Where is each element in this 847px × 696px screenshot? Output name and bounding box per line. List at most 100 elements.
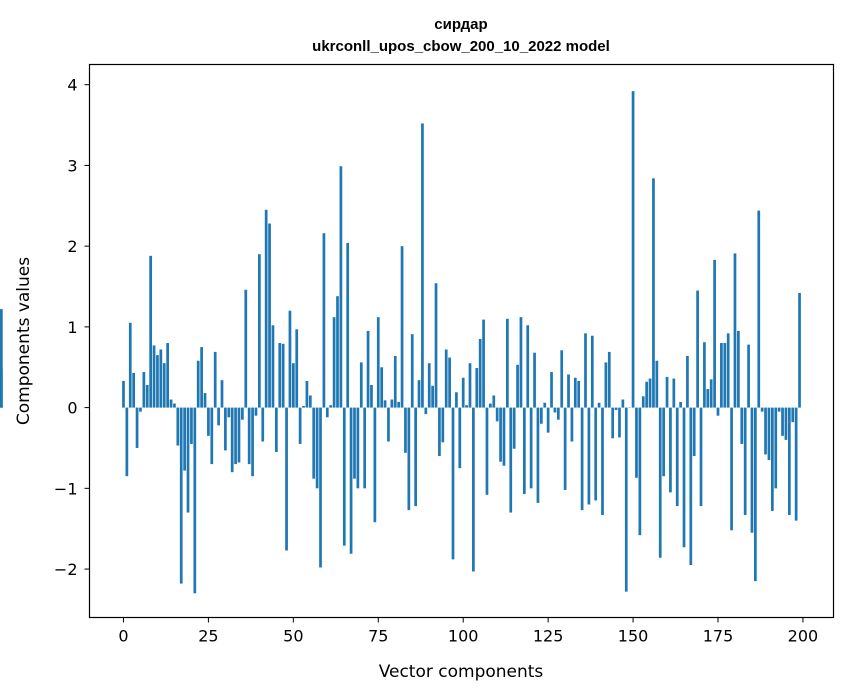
- bar-28: [217, 407, 220, 426]
- bar-71: [363, 407, 367, 489]
- bar-145: [614, 407, 618, 411]
- bar-19: [186, 407, 190, 513]
- bar-94: [441, 407, 445, 443]
- bar-180: [733, 253, 737, 408]
- bar-0: [122, 380, 125, 408]
- bar-15: [173, 403, 176, 408]
- bar-168: [692, 407, 696, 457]
- bar-129: [560, 350, 564, 408]
- bar-122: [536, 407, 540, 503]
- bar-41: [261, 407, 265, 442]
- bar-141: [601, 407, 604, 515]
- bar-198: [794, 407, 798, 521]
- bar-181: [737, 330, 740, 408]
- bar-75: [376, 317, 380, 408]
- bar-74: [373, 407, 377, 523]
- bar-88: [421, 123, 424, 408]
- bar-95: [444, 349, 448, 408]
- bar-87: [417, 380, 421, 408]
- bar-157: [655, 360, 659, 408]
- bar-127: [553, 407, 557, 413]
- y-axis-ticks: −2 −1 0 1 2 3 4: [54, 76, 90, 579]
- bar-16: [176, 407, 180, 446]
- y-tick-label--1: −1: [54, 479, 78, 498]
- plot-frame: [88, 63, 835, 619]
- bar-136: [584, 333, 587, 408]
- bar-70: [359, 362, 363, 408]
- bar-86: [414, 407, 417, 507]
- x-tick-label-50: 50: [283, 627, 303, 646]
- bar-8: [149, 255, 153, 408]
- bar-179: [730, 407, 733, 531]
- bar-175: [716, 407, 720, 416]
- x-axis-label: Vector components: [379, 662, 544, 682]
- bar-142: [604, 362, 608, 408]
- bar-13: [166, 343, 169, 408]
- bar-115: [512, 407, 516, 449]
- bar-105: [478, 338, 482, 408]
- bar-82: [400, 246, 404, 408]
- y-tick-label-0: 0: [67, 399, 77, 418]
- bar-188: [760, 407, 764, 412]
- x-tick-label-175: 175: [703, 627, 734, 646]
- bar-151: [635, 407, 638, 478]
- bar-117: [519, 317, 523, 408]
- bar-192: [774, 407, 778, 489]
- bar-108: [489, 403, 492, 408]
- bar-48: [285, 407, 288, 551]
- bar-135: [580, 407, 584, 511]
- bar-44: [271, 325, 275, 408]
- y-tick-label-1: 1: [67, 318, 77, 337]
- bar-35: [241, 407, 244, 420]
- x-tick-label-25: 25: [198, 627, 218, 646]
- bar-160: [665, 376, 669, 408]
- chart-title: сирдар: [434, 16, 487, 33]
- bar-182: [740, 407, 744, 444]
- bar-137: [587, 407, 591, 505]
- bar-1: [125, 407, 129, 477]
- bar-113: [506, 318, 509, 408]
- bar-40: [258, 254, 261, 408]
- x-tick-label-0: 0: [118, 627, 128, 646]
- bar-116: [516, 364, 519, 408]
- bar-197: [791, 407, 795, 423]
- bar-22: [196, 360, 200, 408]
- bar-26: [210, 407, 214, 465]
- bar-119: [526, 325, 530, 408]
- bar-93: [438, 407, 441, 457]
- x-tick-label-200: 200: [788, 627, 819, 646]
- bar-114: [509, 407, 513, 513]
- bar-68: [353, 407, 356, 479]
- bar-154: [645, 381, 649, 408]
- bar-190: [767, 407, 771, 461]
- bar-47: [281, 343, 285, 408]
- bar-25: [207, 407, 210, 436]
- bar-110: [495, 407, 499, 422]
- bar-146: [618, 407, 621, 438]
- bar-10: [156, 355, 159, 408]
- bar-191: [770, 407, 774, 511]
- bar-33: [234, 407, 237, 465]
- bar-121: [533, 352, 536, 408]
- bar-194: [781, 407, 784, 436]
- bar-undefined: [0, 309, 3, 408]
- bar-162: [672, 378, 676, 408]
- bar-37: [247, 407, 251, 465]
- bar-173: [709, 379, 713, 408]
- bar-153: [641, 396, 645, 408]
- bar-42: [264, 209, 268, 408]
- bar-156: [652, 178, 655, 408]
- bar-147: [621, 399, 625, 408]
- bar-169: [696, 290, 699, 408]
- bar-90: [427, 363, 431, 408]
- bar-57: [315, 407, 319, 489]
- bar-58: [319, 407, 322, 568]
- bar-83: [404, 407, 407, 453]
- bar-161: [669, 407, 672, 493]
- bar-63: [336, 296, 339, 408]
- bar-60: [325, 407, 329, 418]
- bar-46: [278, 343, 282, 408]
- bar-143: [607, 351, 611, 408]
- bar-12: [162, 363, 166, 408]
- bar-18: [183, 407, 186, 471]
